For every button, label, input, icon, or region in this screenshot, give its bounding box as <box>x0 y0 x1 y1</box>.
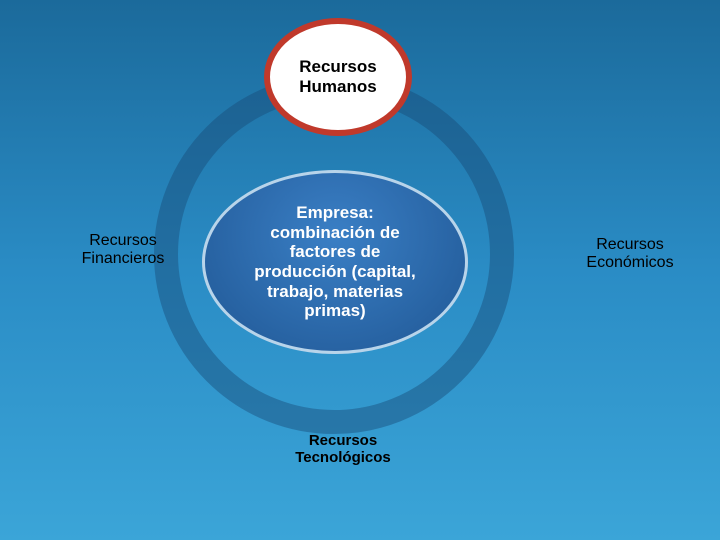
right-label-text: RecursosEconómicos <box>586 236 673 271</box>
label-recursos-financieros: RecursosFinancieros <box>68 232 178 269</box>
node-recursos-humanos: RecursosHumanos <box>264 18 412 136</box>
label-recursos-tecnologicos: RecursosTecnológicos <box>278 432 408 467</box>
left-label-text: RecursosFinancieros <box>82 232 165 267</box>
node-center-label: Empresa:combinación defactores deproducc… <box>254 203 416 320</box>
label-recursos-economicos: RecursosEconómicos <box>570 236 690 273</box>
node-empresa: Empresa:combinación defactores deproducc… <box>202 170 468 354</box>
node-top-label: RecursosHumanos <box>299 57 376 96</box>
bottom-label-text: RecursosTecnológicos <box>295 432 391 466</box>
